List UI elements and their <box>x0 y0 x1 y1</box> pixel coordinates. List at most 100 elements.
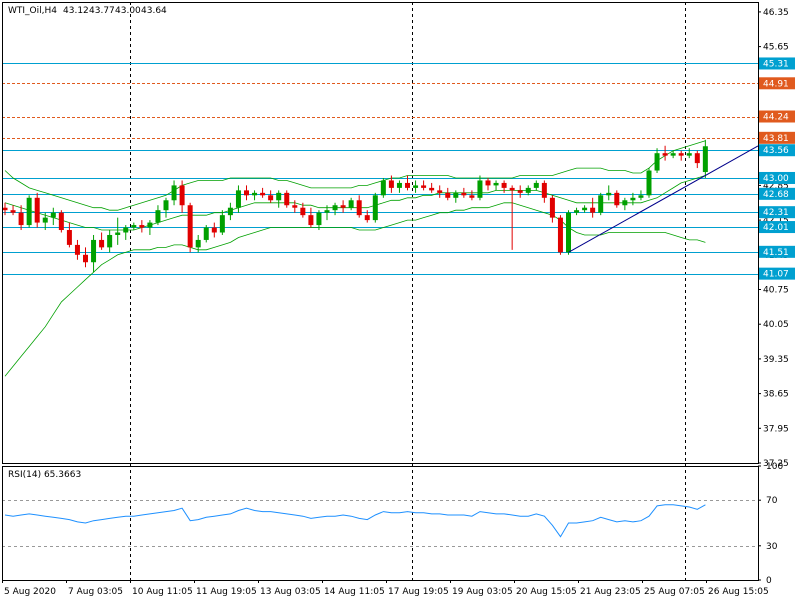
candle-body <box>606 192 612 196</box>
level-label-box <box>759 206 795 219</box>
candle-body <box>549 197 555 218</box>
candle-body <box>139 225 145 228</box>
price-axis-label: 38.65 <box>763 390 789 400</box>
rsi-line <box>4 504 706 538</box>
candlestick-series <box>2 139 708 273</box>
candle-body <box>614 192 620 206</box>
candle-body <box>574 210 580 213</box>
time-axis-label: 13 Aug 03:05 <box>260 587 321 597</box>
price-axis-label: 40.05 <box>763 320 789 330</box>
candle-body <box>694 153 700 164</box>
candle-body <box>340 205 346 208</box>
time-axis-label: 7 Aug 03:05 <box>68 587 123 597</box>
candle-body <box>276 192 282 201</box>
rsi-axis: 100 70 30 0 <box>758 462 783 586</box>
candle-body <box>364 215 370 221</box>
candle-body <box>348 200 354 208</box>
candle-body <box>670 153 676 156</box>
candle-body <box>453 192 459 198</box>
candle-body <box>493 182 499 186</box>
bollinger-middle-line <box>4 175 706 231</box>
candle-body <box>195 239 201 248</box>
candle-body <box>58 212 64 231</box>
candle-body <box>566 212 571 253</box>
price-axis-label: 46.35 <box>763 8 789 18</box>
rsi-panel-frame <box>2 466 759 581</box>
candle-body <box>501 182 507 188</box>
level-label-box <box>759 245 795 258</box>
candle-body <box>405 182 410 188</box>
candle-body <box>268 195 274 201</box>
candle-body <box>123 227 129 233</box>
candle-body <box>638 195 644 198</box>
candle-body <box>50 212 56 218</box>
rsi-panel <box>2 500 758 547</box>
candle-body <box>332 205 338 211</box>
candle-body <box>372 195 378 221</box>
level-label-text: 42.01 <box>763 223 789 233</box>
horizontal-levels <box>2 63 758 275</box>
time-axis-label: 5 Aug 2020 <box>4 587 56 597</box>
candle-body <box>557 217 563 253</box>
trendline[interactable] <box>568 145 759 253</box>
candle-body <box>678 153 684 156</box>
candle-body <box>187 205 193 248</box>
rsi-axis-label: 30 <box>766 542 778 552</box>
candle-body <box>445 192 451 198</box>
time-axis-label: 25 Aug 07:05 <box>644 587 705 597</box>
candle-body <box>686 153 692 156</box>
candle-body <box>163 200 169 211</box>
time-axis-label: 26 Aug 15:05 <box>708 587 769 597</box>
candle-body <box>630 197 636 201</box>
ohlc-open: 43.12 <box>63 6 89 16</box>
level-label-text: 42.68 <box>763 190 789 200</box>
candle-body <box>26 197 32 226</box>
level-label-box <box>759 171 795 184</box>
level-label-text: 43.56 <box>763 146 789 156</box>
candle-body <box>203 227 209 240</box>
level-label-text: 41.07 <box>763 270 789 280</box>
candle-body <box>646 170 652 196</box>
trendline-line[interactable] <box>568 145 759 253</box>
level-label-box <box>759 221 795 234</box>
price-axis-label: 45.65 <box>763 43 789 53</box>
candle-body <box>91 239 97 263</box>
candle-body <box>517 190 523 193</box>
level-label-text: 42.31 <box>763 208 789 218</box>
candle-body <box>477 180 483 198</box>
candle-body <box>509 187 515 191</box>
candle-body <box>107 234 113 248</box>
candle-body <box>380 180 386 196</box>
price-axis-label: 40.75 <box>763 286 789 296</box>
candle-body <box>99 239 105 248</box>
time-axis-label: 14 Aug 11:05 <box>324 587 385 597</box>
candle-body <box>171 185 177 201</box>
main-panel-frame <box>2 2 759 464</box>
candle-body <box>244 190 249 196</box>
rsi-axis-label: 100 <box>766 462 783 472</box>
level-label-box <box>759 57 795 70</box>
candle-body <box>74 244 80 255</box>
candle-body <box>622 200 628 206</box>
ohlc-low: 43.00 <box>115 6 141 16</box>
level-label-text: 44.91 <box>763 79 789 89</box>
candle-body <box>598 195 604 213</box>
chart-grid <box>130 2 686 580</box>
ohlc-close: 43.64 <box>141 6 167 16</box>
rsi-title: RSI(14) 65.3663 <box>8 470 81 480</box>
candle-body <box>525 187 531 193</box>
level-label-text: 44.24 <box>763 113 789 123</box>
level-label-text: 45.31 <box>763 59 789 69</box>
bollinger-upper-line <box>4 140 706 211</box>
candle-body <box>654 153 660 171</box>
candle-body <box>437 190 443 193</box>
price-axis-label: 37.95 <box>763 424 789 434</box>
candle-body <box>316 212 322 226</box>
candle-body <box>413 185 419 188</box>
price-axis-label: 39.35 <box>763 355 789 365</box>
candle-body <box>211 227 217 233</box>
time-axis-label: 20 Aug 15:05 <box>516 587 577 597</box>
candle-body <box>388 180 394 188</box>
candle-body <box>292 205 298 208</box>
candle-body <box>252 192 258 196</box>
